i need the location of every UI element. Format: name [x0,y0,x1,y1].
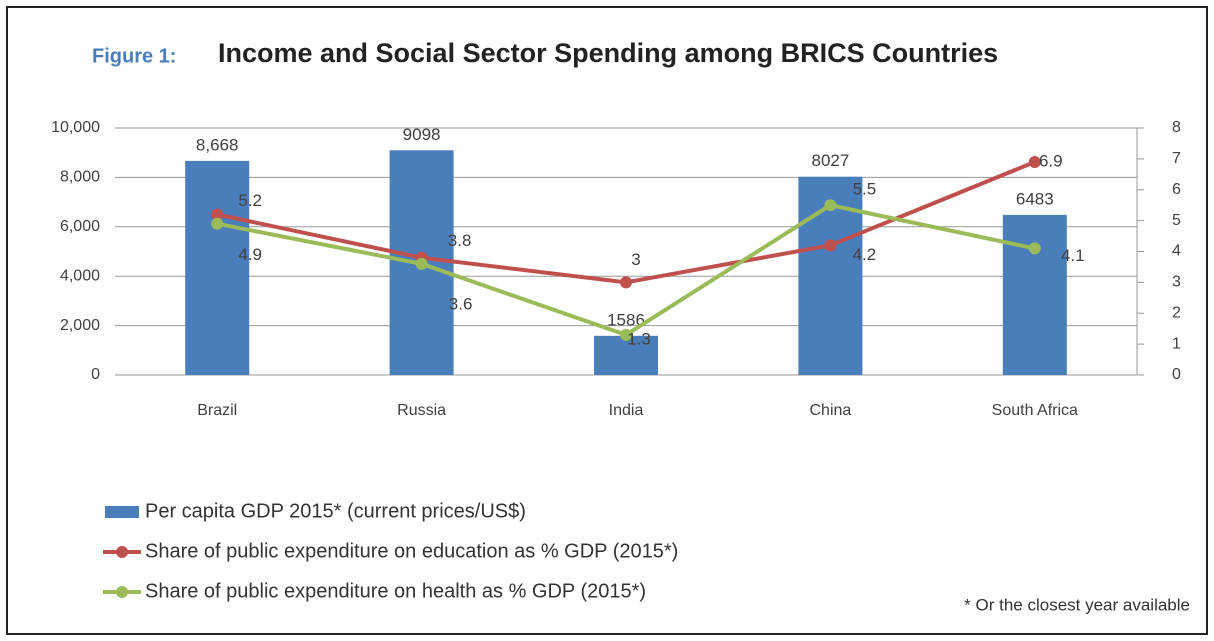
x-tick-label: India [609,402,644,419]
line-label: 4.2 [853,245,877,264]
y2-tick-label: 3 [1172,274,1181,291]
y-tick-label: 0 [91,366,100,383]
y2-tick-label: 5 [1172,212,1181,229]
line-marker [824,239,837,252]
y2-tick-label: 8 [1172,119,1181,136]
bar-label: 6483 [1016,189,1054,208]
line-label: 6.9 [1039,151,1063,170]
y2-tick-label: 2 [1172,304,1181,321]
line-marker [620,328,632,341]
bar-label: 9098 [403,125,441,144]
line-label: 3.6 [449,294,473,313]
y-tick-label: 10,000 [51,119,100,136]
x-tick-label: Brazil [197,402,237,419]
line-marker [1028,242,1041,255]
chart-title: Income and Social Sector Spending among … [218,38,998,68]
figure-label: Figure 1: [92,45,176,67]
line-label: 4.1 [1061,246,1085,265]
x-tick-label: China [809,402,851,419]
line-marker [1028,155,1041,168]
line-label: 5.5 [853,180,877,199]
y2-tick-label: 0 [1172,366,1181,383]
legend-swatch [105,506,139,518]
footnote: * Or the closest year available [964,595,1190,614]
y-tick-label: 8,000 [60,169,100,186]
bar-label: 1586 [607,310,645,329]
bar [1002,214,1067,375]
y-tick-label: 4,000 [60,267,100,284]
legend-swatch [116,586,128,598]
line-marker [415,257,428,270]
bar [185,160,250,375]
y2-tick-label: 7 [1172,150,1181,167]
legend-label: Per capita GDP 2015* (current prices/US$… [145,500,526,522]
legend-label: Share of public expenditure on health as… [145,580,646,602]
bar-label: 8,668 [196,135,239,154]
y2-tick-label: 1 [1172,335,1181,352]
bar [594,335,658,375]
line-marker [211,217,224,230]
line-label: 4.9 [238,245,262,264]
x-tick-label: Russia [397,402,446,419]
y-tick-label: 6,000 [60,218,100,235]
bar-label: 8027 [811,151,849,170]
y2-tick-label: 6 [1172,181,1181,198]
legend-label: Share of public expenditure on education… [145,540,678,562]
line-label: 3.8 [448,231,472,250]
line-marker [620,276,632,289]
line-marker [824,199,837,212]
legend-swatch [116,546,128,558]
line-label: 3 [631,250,640,269]
y-tick-label: 2,000 [60,317,100,334]
line-marker [211,208,224,221]
line-label: 5.2 [238,191,262,210]
y2-tick-label: 4 [1172,243,1181,260]
x-tick-label: South Africa [992,402,1078,419]
line-label: 1.3 [627,329,651,348]
